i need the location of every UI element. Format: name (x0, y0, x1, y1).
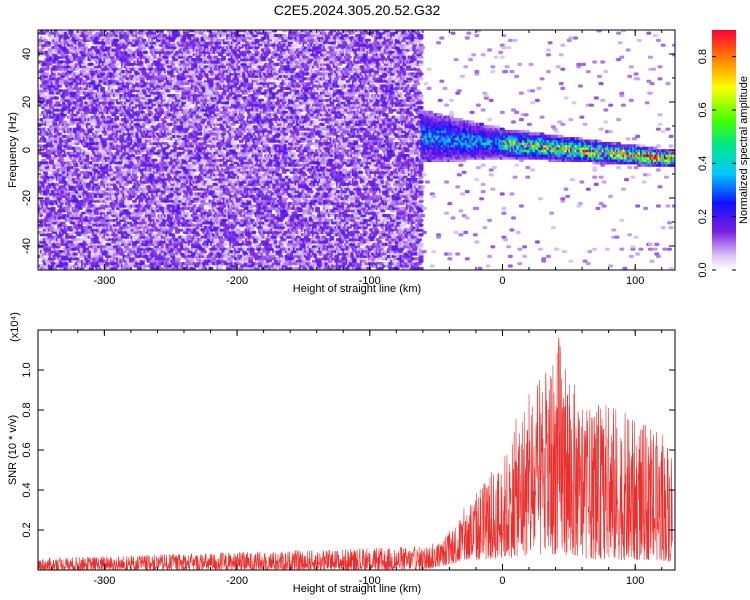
spectrogram-cell (50, 209, 56, 213)
spectrogram-cell (53, 228, 59, 232)
spectrogram-cell (52, 77, 58, 81)
spectrogram-cell (50, 206, 56, 210)
spectrogram-cell (114, 38, 120, 42)
spectrogram-cell (52, 70, 58, 74)
spectrogram-cell (61, 134, 67, 138)
spectrogram-cell (39, 89, 45, 93)
spectrogram-cell (50, 223, 56, 227)
spectrogram-cell (52, 230, 58, 234)
spectrogram-cell (114, 115, 120, 119)
spectrogram-cell (38, 185, 43, 189)
spectrogram-cell (108, 187, 114, 191)
spectrogram-cell (39, 230, 45, 234)
spectrogram-cell (100, 86, 106, 90)
spectrogram-cell (50, 146, 56, 150)
spectrogram-cell (50, 149, 56, 153)
spectrogram-cell (147, 98, 153, 102)
spectrogram-cell (87, 209, 93, 213)
spectrogram-cell (52, 65, 58, 69)
spectrogram-cell (133, 175, 139, 179)
spectrogram-cell (114, 62, 120, 66)
spectrogram-cell (47, 233, 53, 237)
spectrogram-cell (104, 262, 110, 266)
spectrogram-cell (42, 146, 48, 150)
spectrogram-cell (46, 118, 51, 122)
spectrogram-cell (49, 161, 55, 165)
spectrogram-cell (143, 50, 149, 54)
spectrogram-cell (47, 245, 53, 249)
spectrogram-cell (42, 94, 48, 98)
spectrogram-cell (46, 149, 51, 153)
spectrogram-cell (143, 264, 149, 268)
spectrogram-cell (38, 144, 43, 148)
spectrogram-cell (53, 125, 59, 129)
spectrogram-cell (53, 142, 59, 146)
spectrogram-cell (165, 89, 171, 93)
spectrogram-cell (53, 96, 59, 100)
spectrogram-cell (41, 158, 47, 162)
spectrogram-cell (49, 168, 55, 172)
spectrogram-cell (38, 48, 43, 52)
spectrogram-cell (69, 142, 75, 146)
spectrogram-cell (50, 94, 56, 98)
spectrogram-cell (39, 70, 45, 74)
spectrogram-cell (57, 103, 63, 107)
spectrogram-cell (49, 180, 55, 184)
spectrogram-cell (44, 72, 50, 76)
spectrogram-cell (170, 252, 176, 256)
spectrogram-cell (52, 221, 58, 225)
spectrogram-cell (46, 175, 51, 179)
spectrogram-cell (41, 125, 47, 129)
spectrogram-cell (74, 168, 80, 172)
spectrogram-cell (84, 43, 90, 47)
spectrogram-cell (38, 139, 43, 143)
spectrogram-cells (38, 30, 675, 270)
spectrogram-cell (53, 86, 59, 90)
spectrogram-cell (130, 134, 136, 138)
spectrogram-cell (130, 154, 136, 158)
spectrogram-cell (63, 262, 69, 266)
spectrogram-cell (76, 238, 82, 242)
chart-title: C2E5.2024.305.20.52.G32 (274, 2, 441, 18)
spectrogram-cell (47, 48, 53, 52)
spectrogram-cell (49, 158, 55, 162)
